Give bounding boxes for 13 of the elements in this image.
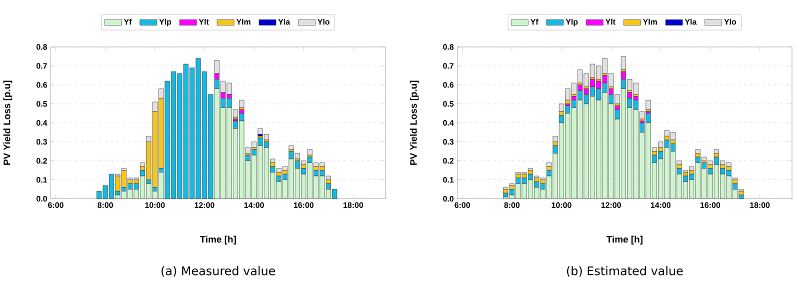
bar [695,149,700,154]
bar [620,56,626,70]
y-axis-title: PV Yield Loss [p.u] [3,80,12,166]
text: (a) Measured value [162,266,276,277]
bar [258,128,263,135]
bar [714,149,719,154]
bar [646,100,651,110]
y-axis-title: PV Yield Loss [p.u] [410,80,419,166]
x-axis-title: Time [h] [606,236,642,245]
text: (b) Estimated value [567,266,683,277]
bar [288,146,294,150]
bar [239,100,244,108]
x-axis-title: Time [h] [200,236,236,245]
